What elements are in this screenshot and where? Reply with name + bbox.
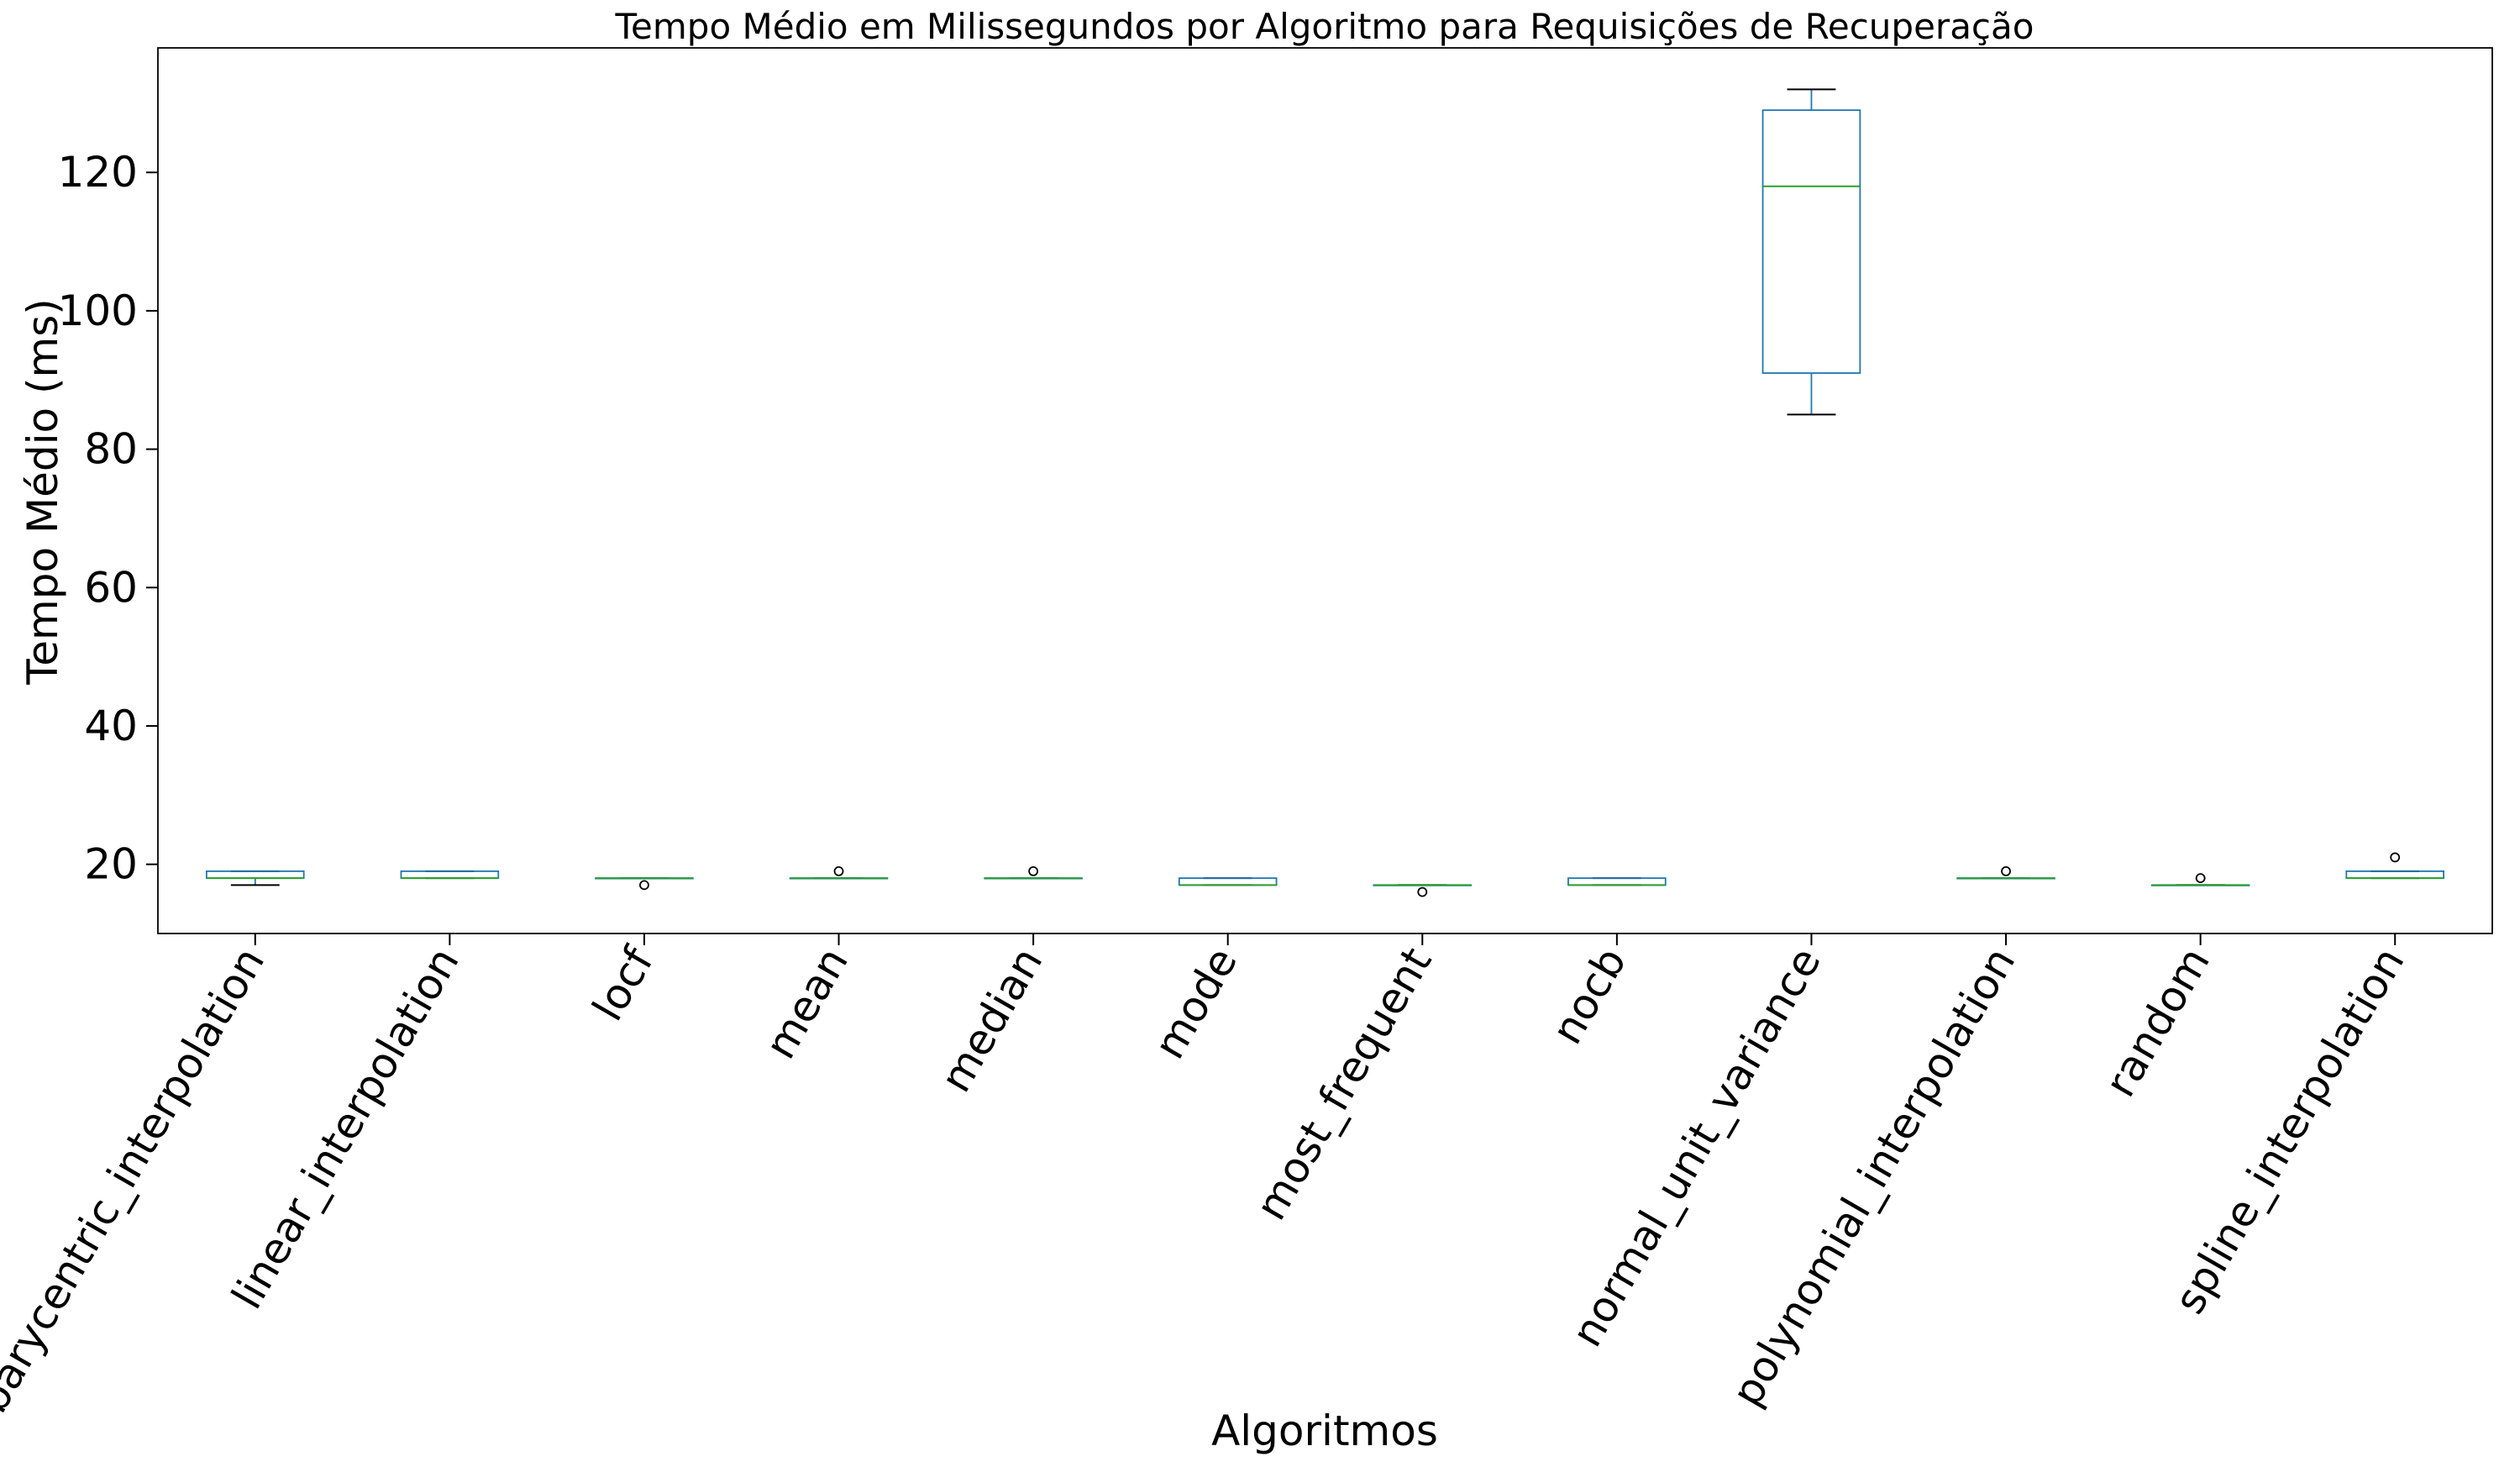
plot-area: 20406080100120barycentric_interpolationl… [0,88,2445,1421]
x-tick-label: mean [756,939,858,1067]
y-tick-label: 40 [84,702,138,750]
box-normal_unit_variance [1761,109,1861,374]
x-tick-label: spline_interpolation [2165,939,2413,1322]
x-axis-label: Algoritmos [1211,1407,1438,1455]
outlier-point [2001,865,2011,876]
x-tick-label: median [932,939,1053,1100]
y-tick-label: 100 [58,287,138,335]
x-tick-label: linear_interpolation [223,939,469,1317]
plot-frame [157,47,2493,934]
y-tick-label: 120 [58,148,138,197]
outlier-point [2195,873,2206,884]
x-tick-label: most_frequent [1247,939,1441,1228]
x-tick-label: random [2096,939,2219,1105]
x-tick-label: nocb [1542,939,1635,1052]
outlier-point [1417,886,1428,897]
box-spline_interpolation [2345,870,2445,880]
y-axis-label: Tempo Médio (ms) [18,298,67,686]
x-tick-label: barycentric_interpolation [0,939,274,1421]
x-tick-label: locf [583,939,664,1029]
box-nocb [1567,877,1667,886]
chart-title: Tempo Médio em Milissegundos por Algorit… [615,6,2034,47]
box-mode [1178,877,1278,886]
outlier-point [2390,852,2401,863]
x-tick-label: mode [1145,939,1247,1067]
outlier-point [833,865,844,876]
outlier-point [1028,865,1039,876]
box-linear_interpolation [400,870,500,880]
box-barycentric_interpolation [205,870,305,880]
outlier-point [639,880,649,891]
y-tick-label: 80 [84,425,138,474]
y-tick-label: 60 [84,563,138,612]
y-tick-label: 20 [84,840,138,889]
